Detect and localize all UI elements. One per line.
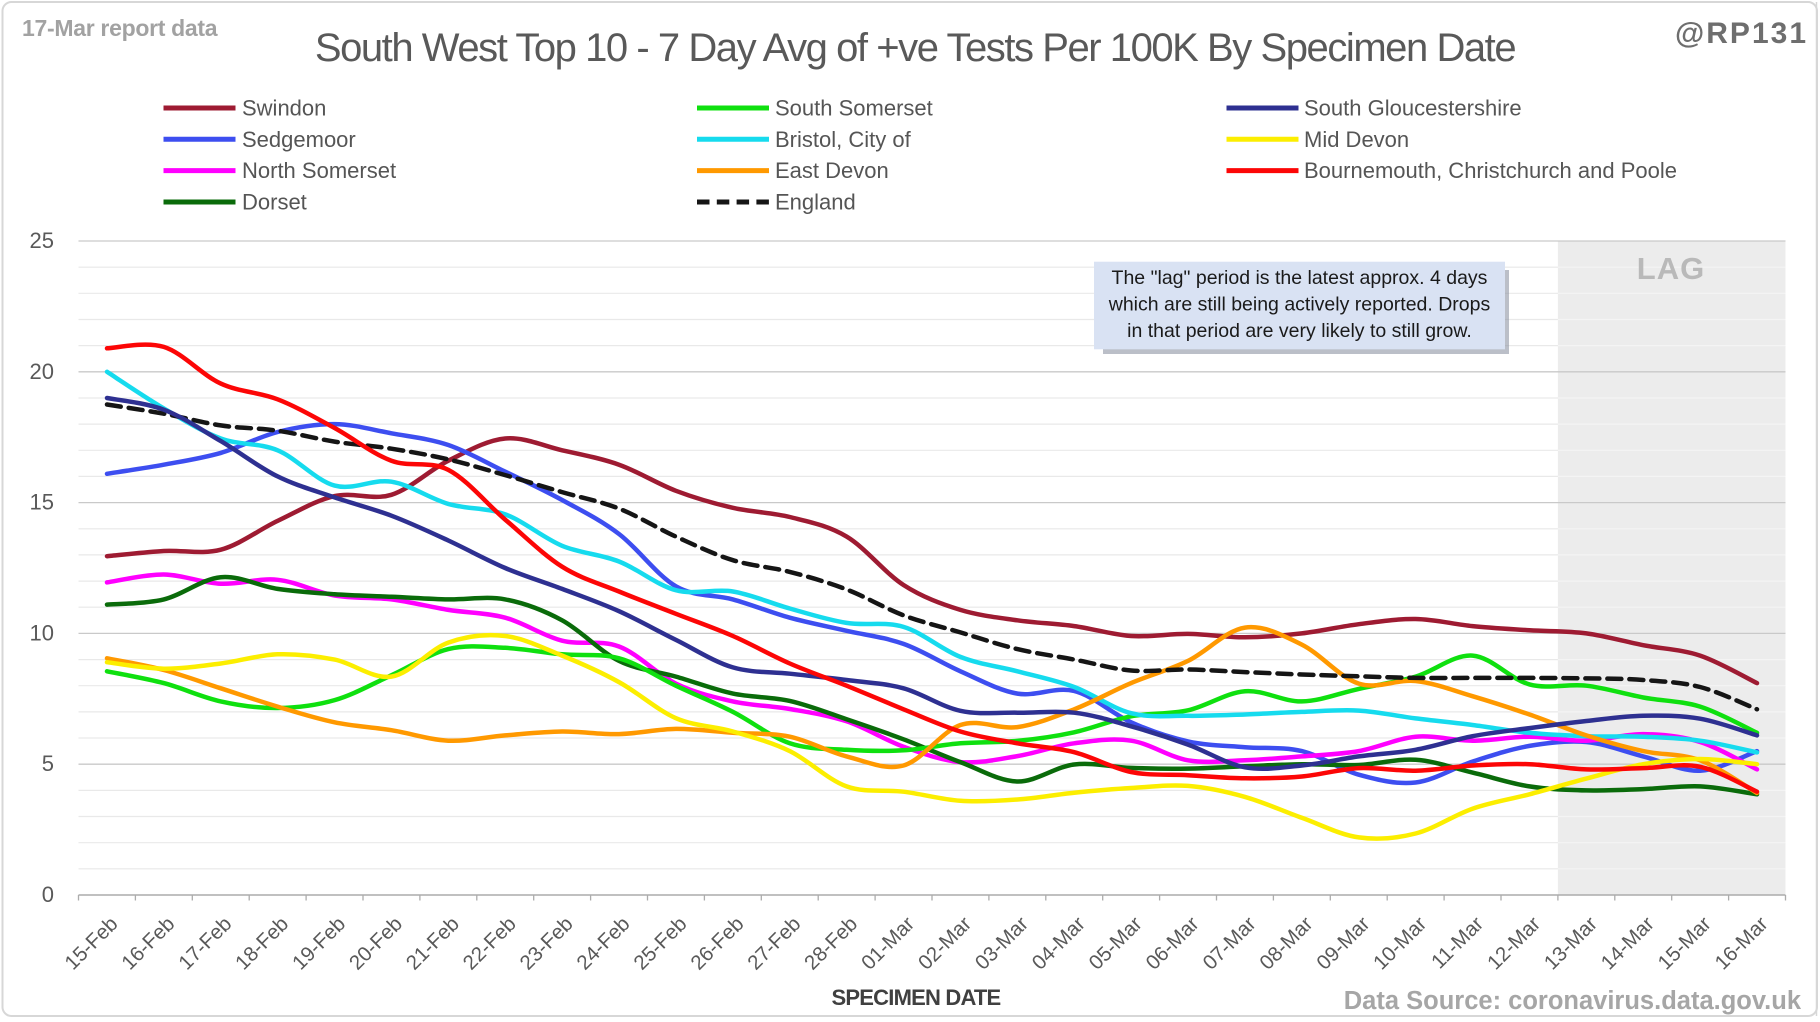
svg-text:20: 20 (30, 359, 54, 384)
svg-text:England: England (775, 190, 856, 215)
svg-text:LAG: LAG (1637, 251, 1705, 286)
svg-text:Data Source: coronavirus.data.: Data Source: coronavirus.data.gov.uk (1344, 987, 1802, 1015)
svg-text:South West Top 10 - 7 Day Avg: South West Top 10 - 7 Day Avg of +ve Tes… (315, 26, 1515, 70)
svg-text:Swindon: Swindon (242, 96, 326, 121)
svg-text:Mid Devon: Mid Devon (1304, 127, 1409, 152)
svg-text:0: 0 (42, 882, 54, 907)
svg-text:Bristol, City of: Bristol, City of (775, 127, 912, 152)
svg-text:17-Mar report data: 17-Mar report data (22, 15, 218, 41)
svg-text:@RP131: @RP131 (1675, 17, 1808, 50)
svg-text:Dorset: Dorset (242, 190, 307, 215)
svg-text:in that period are very likely: in that period are very likely to still … (1127, 320, 1472, 342)
svg-text:SPECIMEN DATE: SPECIMEN DATE (832, 985, 1001, 1010)
svg-text:South Somerset: South Somerset (775, 96, 933, 121)
svg-text:which are still being actively: which are still being actively reported.… (1108, 294, 1491, 316)
svg-text:Bournemouth, Christchurch and: Bournemouth, Christchurch and Poole (1304, 158, 1677, 183)
svg-text:South Gloucestershire: South Gloucestershire (1304, 96, 1522, 121)
svg-text:The "lag" period is the latest: The "lag" period is the latest approx. 4… (1112, 267, 1488, 289)
svg-text:10: 10 (30, 620, 54, 645)
svg-text:15: 15 (30, 490, 54, 515)
svg-text:25: 25 (30, 228, 54, 253)
svg-text:Sedgemoor: Sedgemoor (242, 127, 356, 152)
svg-text:5: 5 (42, 751, 54, 776)
svg-text:North Somerset: North Somerset (242, 158, 396, 183)
svg-text:East Devon: East Devon (775, 158, 889, 183)
